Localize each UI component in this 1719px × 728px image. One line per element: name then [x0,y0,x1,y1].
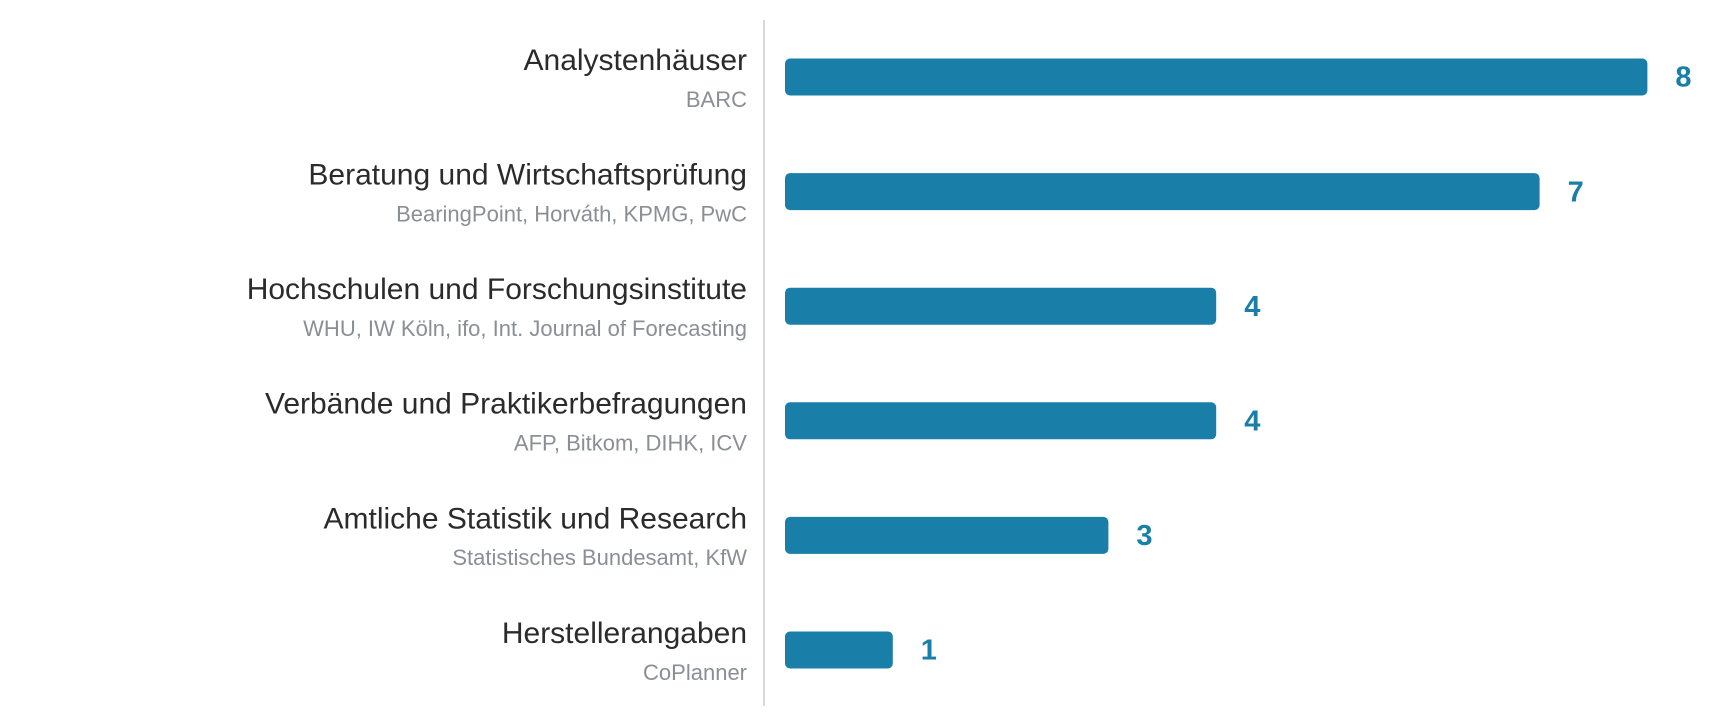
value-label: 3 [1136,520,1152,552]
category-sublabel: AFP, Bitkom, DIHK, ICV [514,431,747,456]
category-label: Herstellerangaben [502,617,747,650]
value-label: 1 [921,635,937,667]
bar [785,173,1540,211]
value-label: 4 [1244,291,1260,323]
category-sublabel: CoPlanner [643,660,747,685]
bar [785,402,1217,440]
category-label: Amtliche Statistik und Research [323,502,747,535]
bar [785,58,1648,96]
category-sublabel: Statistisches Bundesamt, KfW [452,545,747,570]
category-label: Analystenhäuser [524,44,747,77]
value-label: 4 [1244,405,1260,437]
category-sublabel: BARC [686,87,747,112]
category-label: Hochschulen und Forschungsinstitute [247,273,747,306]
value-label: 7 [1568,176,1584,208]
bar [785,516,1109,554]
value-label: 8 [1675,62,1691,94]
category-label: Verbände und Praktikerbefragungen [265,388,747,421]
category-label: Beratung und Wirtschaftsprüfung [308,159,747,192]
bar [785,631,893,669]
category-sublabel: BearingPoint, Horváth, KPMG, PwC [396,201,747,226]
bar [785,287,1217,325]
category-sublabel: WHU, IW Köln, ifo, Int. Journal of Forec… [303,316,747,341]
